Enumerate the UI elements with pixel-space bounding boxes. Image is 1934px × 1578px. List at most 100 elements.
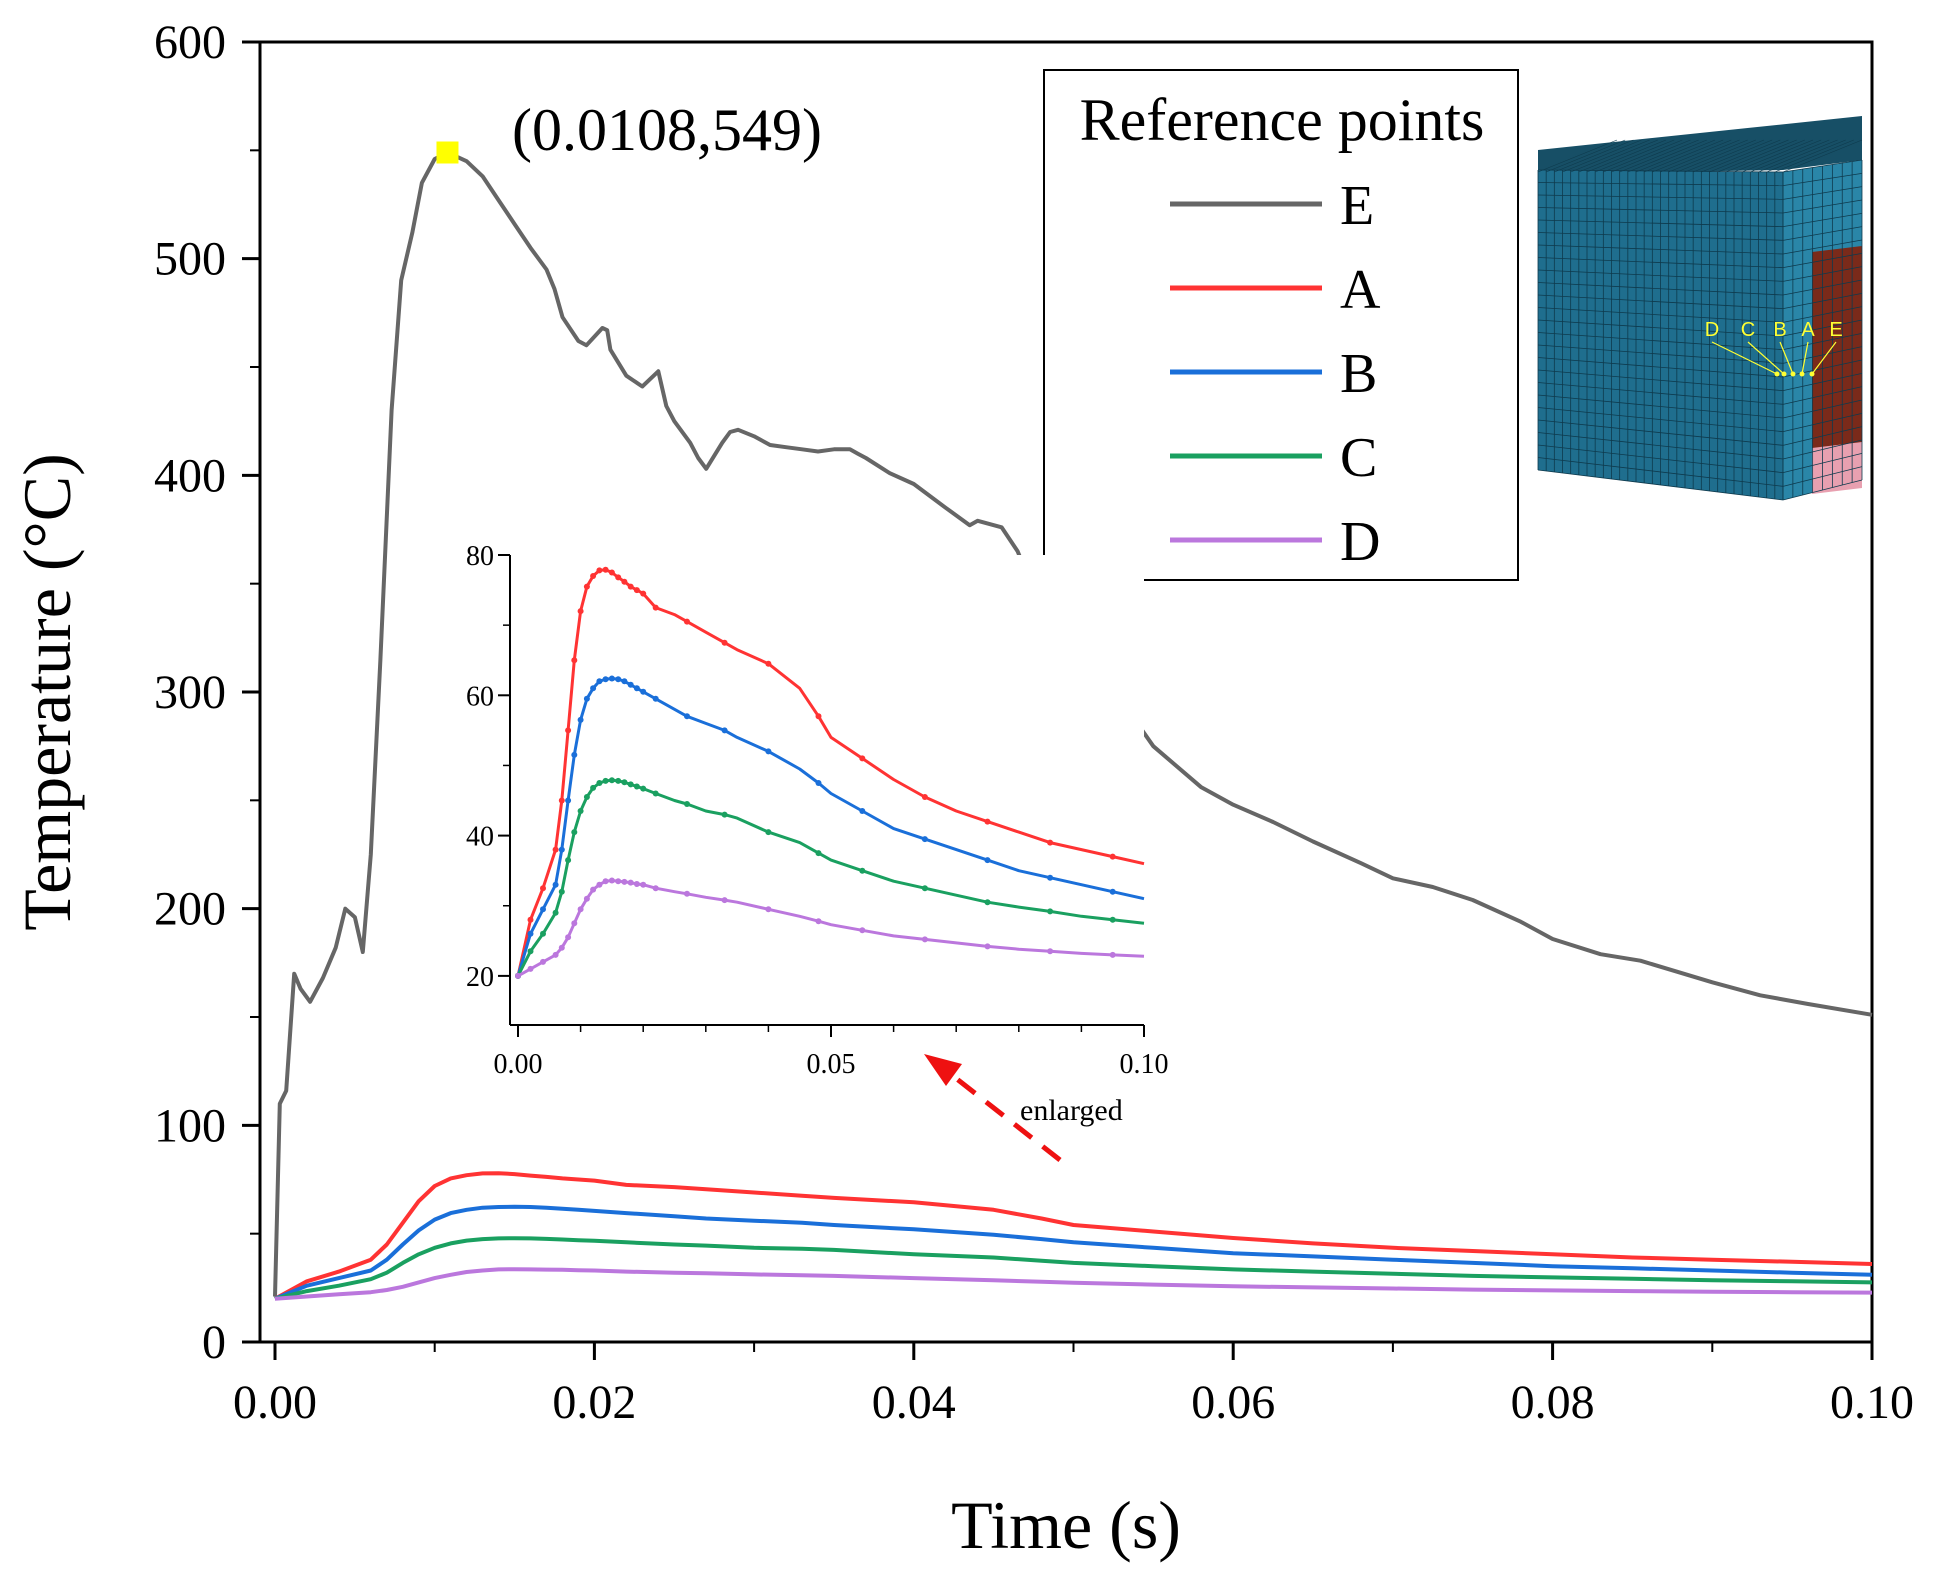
mesh-line [1750,139,1830,173]
inset-point-C [621,779,628,786]
mesh-line [1537,344,1784,364]
inset-point-B [621,678,628,685]
y-tick-label: 100 [154,1099,226,1152]
legend-label-D: D [1340,511,1380,573]
model-label-leader [1711,341,1778,375]
mesh-line [1537,207,1784,214]
inset-point-D [627,879,634,886]
x-tick-label: 0.06 [1191,1376,1275,1429]
inset-point-B [558,846,565,853]
enlarged-arrow: enlarged [924,1054,1123,1162]
mesh-line [1578,139,1658,173]
main-tick-labels: 0.00 0.02 0.04 0.06 0.08 0.10 0 100 200 300 400 500… [154,16,1914,1429]
mesh-line [1537,357,1784,378]
inset-point-B [552,881,559,888]
inset-point-C [540,930,546,937]
mesh-line [1725,139,1805,173]
inset-point-B [1109,888,1116,895]
inset-series-line-C [516,778,1145,977]
inset-ticks: 0.00 0.05 0.10 20 40 60 80 [466,541,1169,1080]
inset-point-D [608,877,615,884]
mesh-line [1684,139,1765,173]
inset-x-tick-label: 0.00 [494,1049,543,1080]
mesh-line [1709,139,1789,173]
inset-point-B [815,780,822,786]
inset-series-line-A [516,568,1145,977]
inset-point-D [621,878,628,885]
legend-title: Reference points [1080,87,1485,153]
inset-point-D [527,965,534,972]
inset-point-D [596,881,603,888]
inset-point-D [558,944,565,951]
mesh-line [1766,139,1846,173]
inset-point-A [602,566,609,573]
inset-point-A [921,794,928,800]
inset-point-C [583,794,590,800]
model-label-B: B [1773,319,1786,341]
model-label-C: C [1741,319,1755,341]
model-label-A: A [1801,319,1815,341]
model-pink-zone [1812,442,1862,494]
inset-point-C [1109,916,1116,923]
inset-point-A [765,660,772,667]
inset-point-A [721,639,728,646]
mesh-line [1619,139,1699,173]
mesh-line [1733,139,1814,173]
model-point-C [1781,371,1787,377]
model-label-E: E [1829,319,1842,341]
inset-point-A [540,885,546,892]
mesh-line [1537,457,1784,487]
main-axis-ticks [242,40,1874,1360]
mesh-line [1537,382,1784,405]
y-tick-label: 400 [154,449,226,502]
mesh-line [1537,269,1784,282]
inset-point-B [590,685,597,692]
x-axis-title: Time (s) [951,1487,1181,1563]
inset-point-A [583,583,590,590]
mesh-line [1537,169,1784,173]
model-label-leader [1801,341,1809,375]
mesh-line [1537,394,1784,419]
inset-y-tick-label: 40 [466,822,494,853]
inset-point-A [596,567,603,574]
series-line-A [274,1171,1873,1301]
inset-point-C [608,777,615,784]
inset-point-B [583,695,590,702]
inset-y-tick-label: 80 [466,541,494,572]
y-tick-label: 300 [154,666,226,719]
inset-point-C [684,801,690,807]
y-axis-title: Temperature (°C) [9,453,85,930]
inset-point-D [984,943,991,950]
mesh-line [1782,139,1863,173]
inset-point-A [527,916,534,923]
mesh-line [1562,139,1642,173]
inset-point-A [640,590,647,597]
inset-point-D [552,951,559,958]
y-tick-label: 600 [154,16,226,69]
model-point-B [1790,371,1796,377]
inset-y-tick-label: 60 [466,681,494,712]
mesh-line [1537,319,1784,337]
mesh-line [1586,139,1667,173]
y-tick-label: 0 [202,1316,226,1369]
mesh-line [1627,139,1707,173]
inset-point-C [633,783,640,790]
inset-point-A [633,587,640,594]
mesh-line [1537,407,1784,433]
x-tick-label: 0.08 [1511,1376,1595,1429]
mesh-line [1537,232,1784,241]
mesh-line [1537,369,1784,392]
mesh-line [1644,139,1724,173]
mesh-line [1742,139,1822,173]
model-label-leader [1811,341,1837,375]
inset-point-D [602,878,609,885]
series-line-D [274,1267,1873,1301]
mesh-line [1693,139,1773,173]
inset-series-line-B [516,677,1145,977]
inset-chart: 0.00 0.05 0.10 20 40 60 80 [466,541,1169,1080]
inset-point-B [684,713,690,720]
inset-point-B [608,675,615,682]
inset-point-B [627,681,634,688]
